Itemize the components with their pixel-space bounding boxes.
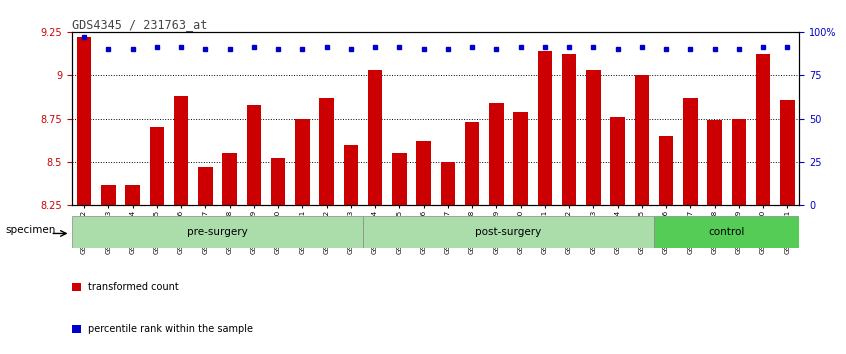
Bar [343, 144, 358, 205]
Bar [654, 216, 799, 248]
Bar [77, 37, 91, 205]
Bar [101, 184, 116, 205]
Bar [707, 120, 722, 205]
Text: specimen: specimen [6, 225, 56, 235]
Bar [246, 105, 261, 205]
Bar [72, 216, 363, 248]
Bar [610, 117, 625, 205]
Bar [659, 136, 673, 205]
Text: GDS4345 / 231763_at: GDS4345 / 231763_at [72, 18, 207, 31]
Bar [222, 153, 237, 205]
Bar [489, 103, 503, 205]
Bar [537, 51, 552, 205]
Bar [464, 122, 480, 205]
Bar [368, 70, 382, 205]
Bar [634, 75, 649, 205]
Bar [416, 141, 431, 205]
Bar [441, 162, 455, 205]
Text: control: control [709, 227, 744, 237]
Bar [780, 99, 794, 205]
Bar [173, 96, 189, 205]
Bar [150, 127, 164, 205]
Bar [271, 159, 285, 205]
Bar [295, 119, 310, 205]
Bar [72, 284, 81, 291]
Bar [198, 167, 212, 205]
Bar [319, 98, 334, 205]
Text: transformed count: transformed count [87, 282, 179, 292]
Bar [125, 184, 140, 205]
Bar [586, 70, 601, 205]
Bar [732, 119, 746, 205]
Bar [72, 325, 81, 333]
Bar [755, 55, 771, 205]
Bar [514, 112, 528, 205]
Text: percentile rank within the sample: percentile rank within the sample [87, 324, 253, 335]
Bar [683, 98, 698, 205]
Bar [392, 153, 407, 205]
Text: pre-surgery: pre-surgery [187, 227, 248, 237]
Bar [363, 216, 654, 248]
Text: post-surgery: post-surgery [475, 227, 541, 237]
Bar [562, 55, 576, 205]
